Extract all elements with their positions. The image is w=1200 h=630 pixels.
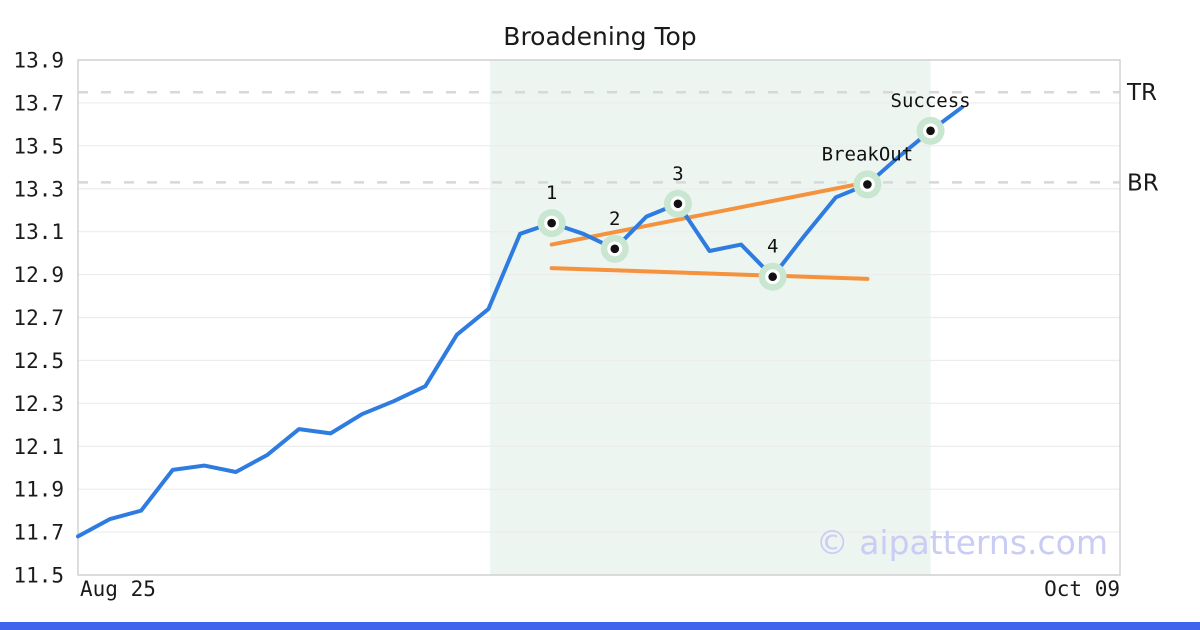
- pattern-marker-dot-1: [547, 218, 556, 228]
- y-tick-label: 13.3: [13, 177, 64, 201]
- pattern-marker-dot-breakout: [863, 180, 872, 189]
- plot-border: [77, 59, 1121, 576]
- pattern-marker-label-2: 2: [609, 208, 620, 230]
- upper-trendline: [549, 180, 870, 247]
- tr-level-label: TR: [1126, 80, 1157, 106]
- brand-accent-bar: [0, 622, 1200, 630]
- br-level-label: BR: [1127, 170, 1159, 196]
- pattern-marker-label-3: 3: [672, 163, 683, 185]
- y-tick-label: 13.9: [13, 49, 64, 73]
- pattern-marker-dot-3: [673, 199, 683, 209]
- y-tick-label: 11.7: [13, 521, 64, 545]
- y-tick-label: 12.5: [13, 349, 64, 373]
- y-tick-label: 12.3: [13, 392, 64, 416]
- x-axis-end-label: Oct 09: [1044, 577, 1120, 601]
- page-title: Broadening Top: [503, 22, 697, 51]
- y-tick-label: 13.5: [13, 134, 64, 158]
- y-tick-label: 11.9: [13, 478, 64, 502]
- y-tick-label: 12.1: [13, 435, 64, 459]
- price-line: [76, 105, 965, 539]
- y-tick-label: 13.1: [13, 220, 64, 244]
- watermark: © aipatterns.com: [815, 523, 1108, 562]
- pattern-marker-label-4: 4: [767, 236, 778, 258]
- lower-trendline: [549, 266, 870, 281]
- pattern-marker-dot-2: [610, 244, 620, 254]
- y-tick-label: 12.9: [13, 263, 64, 287]
- pattern-marker-label-success: Success: [891, 90, 971, 112]
- pattern-marker-label-1: 1: [546, 182, 557, 204]
- y-tick-label: 11.5: [13, 564, 64, 588]
- pattern-marker-dot-success: [926, 126, 935, 136]
- pattern-marker-label-breakout: BreakOut: [822, 143, 914, 165]
- pattern-marker-dot-4: [768, 272, 777, 282]
- x-axis-start-label: Aug 25: [80, 577, 156, 601]
- y-tick-label: 12.7: [13, 306, 64, 330]
- y-tick-label: 13.7: [13, 91, 64, 115]
